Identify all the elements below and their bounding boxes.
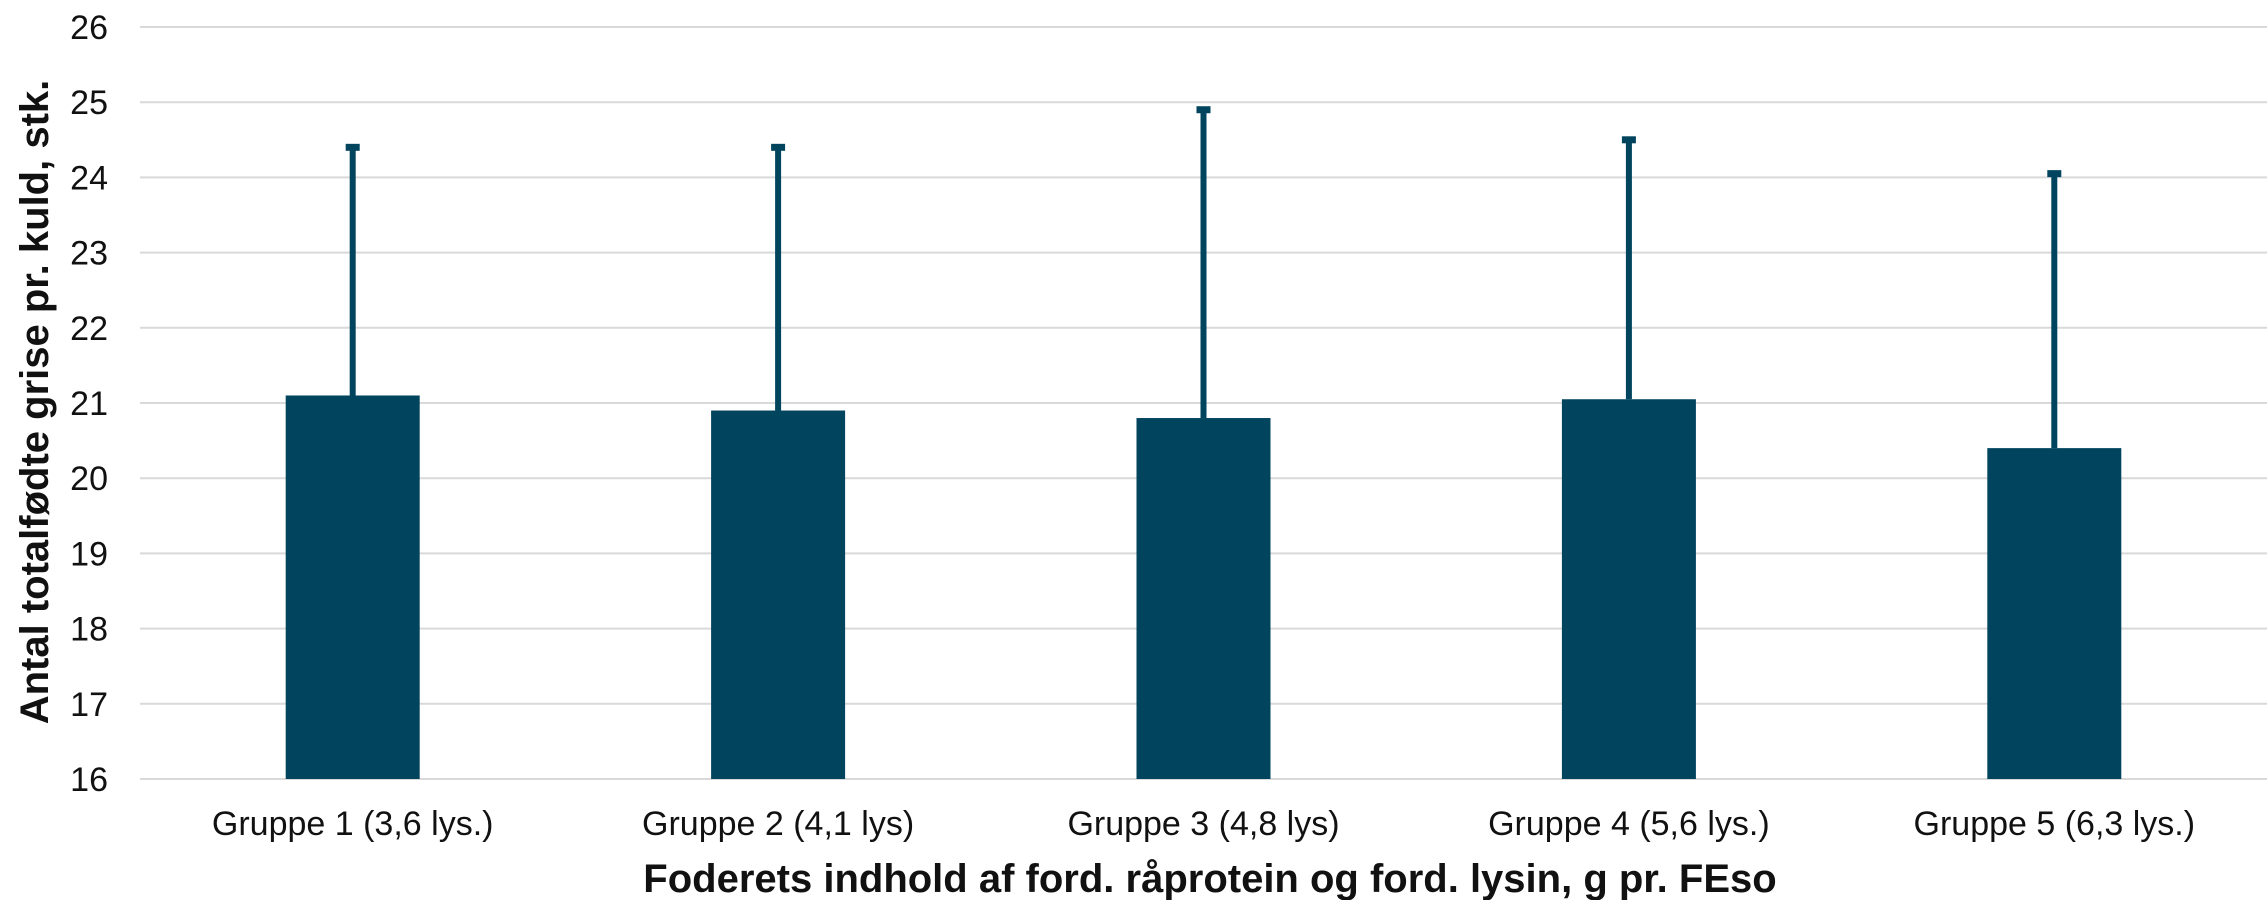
x-axis-ticks: Gruppe 1 (3,6 lys.) Gruppe 2 (4,1 lys) Gru…	[212, 805, 2195, 843]
y-tick-label: 20	[70, 460, 108, 498]
error-bars	[345, 106, 2062, 449]
y-tick-label: 23	[70, 235, 108, 273]
y-tick-label: 22	[70, 310, 108, 348]
x-tick-label: Gruppe 3 (4,8 lys)	[1067, 805, 1339, 843]
y-axis-ticks: 16 17 18 19 20 21 22 23 24 25 26	[70, 9, 108, 799]
bar	[1561, 399, 1696, 779]
bar	[711, 410, 846, 779]
y-tick-label: 26	[70, 9, 108, 47]
y-tick-label: 17	[70, 686, 108, 724]
bars	[285, 395, 2122, 779]
y-tick-label: 24	[70, 159, 108, 197]
bar	[285, 395, 420, 779]
y-tick-label: 25	[70, 84, 108, 122]
bar	[1136, 418, 1271, 779]
y-tick-label: 19	[70, 535, 108, 573]
y-tick-label: 18	[70, 611, 108, 649]
x-tick-label: Gruppe 5 (6,3 lys.)	[1914, 805, 2196, 843]
y-axis-title: Antal totalfødte grise pr. kuld, stk.	[13, 80, 57, 725]
bar	[1987, 448, 2122, 779]
x-tick-label: Gruppe 1 (3,6 lys.)	[212, 805, 494, 843]
y-tick-label: 21	[70, 385, 108, 423]
x-tick-label: Gruppe 2 (4,1 lys)	[642, 805, 914, 843]
y-tick-label: 16	[70, 761, 108, 799]
x-tick-label: Gruppe 4 (5,6 lys.)	[1488, 805, 1770, 843]
x-axis-title: Foderets indhold af ford. råprotein og f…	[643, 857, 1776, 900]
